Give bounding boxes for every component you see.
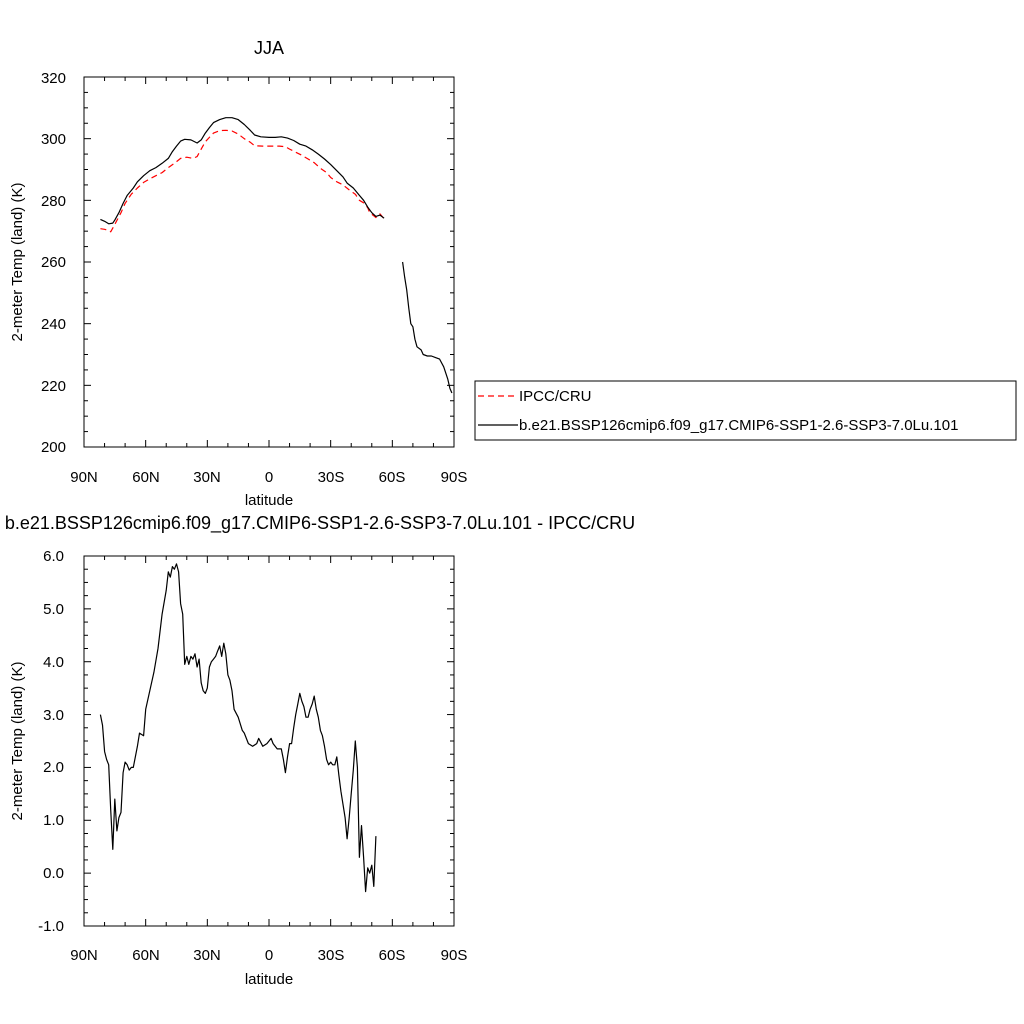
bottom-xtick-label: 30S (318, 947, 345, 964)
bottom-xtick-label: 90N (70, 947, 98, 964)
top-xtick-label: 60S (379, 469, 406, 486)
top-xtick-label: 90N (70, 469, 98, 486)
top-series-0-line-segment-0 (100, 129, 385, 233)
bottom-xtick-label: 0 (265, 947, 273, 964)
bottom-plot-lines (99, 563, 377, 893)
bottom-ytick-label: 3.0 (43, 707, 64, 724)
top-chart-title: JJA (254, 38, 284, 58)
top-ytick-label: 200 (41, 439, 66, 456)
top-ytick-label: 220 (41, 378, 66, 395)
legend: IPCC/CRU b.e21.BSSP126cmip6.f09_g17.CMIP… (474, 380, 1017, 441)
top-ytick-label: 320 (41, 70, 66, 87)
bottom-xtick-label: 90S (441, 947, 468, 964)
bottom-xtick-label: 60N (132, 947, 160, 964)
bottom-xtick-label: 30N (193, 947, 221, 964)
top-x-axis-label: latitude (245, 492, 293, 509)
bottom-ytick-label: 4.0 (43, 654, 64, 671)
top-xtick-label: 90S (441, 469, 468, 486)
bottom-ytick-label: 1.0 (43, 812, 64, 829)
top-axis-ticks (83, 76, 455, 448)
top-ytick-label: 240 (41, 316, 66, 333)
top-ytick-label: 260 (41, 254, 66, 271)
bottom-ytick-label: -1.0 (38, 918, 64, 935)
bottom-ytick-label: 0.0 (43, 865, 64, 882)
bottom-chart-title: b.e21.BSSP126cmip6.f09_g17.CMIP6-SSP1-2.… (5, 513, 635, 534)
top-xtick-label: 60N (132, 469, 160, 486)
top-ytick-label: 300 (41, 131, 66, 148)
top-xtick-label: 0 (265, 469, 273, 486)
top-y-axis-label: 2-meter Temp (land) (K) (9, 183, 26, 342)
bottom-panel: b.e21.BSSP126cmip6.f09_g17.CMIP6-SSP1-2.… (5, 513, 635, 988)
top-ytick-label: 280 (41, 193, 66, 210)
bottom-ytick-label: 2.0 (43, 759, 64, 776)
bottom-x-axis-label: latitude (245, 971, 293, 988)
top-plot-frame (83, 76, 455, 448)
top-xtick-label: 30S (318, 469, 345, 486)
top-series-1-line-segment-1 (402, 261, 453, 394)
bottom-ytick-label: 5.0 (43, 601, 64, 618)
top-xtick-label: 30N (193, 469, 221, 486)
bottom-axis-ticks (83, 555, 455, 927)
bottom-series-0-line-segment-0 (99, 563, 377, 893)
legend-label-ipcc-cru: IPCC/CRU (519, 388, 592, 405)
bottom-y-axis-label: 2-meter Temp (land) (K) (9, 662, 26, 821)
bottom-xtick-label: 60S (379, 947, 406, 964)
top-plot-lines (100, 117, 453, 394)
legend-label-model: b.e21.BSSP126cmip6.f09_g17.CMIP6-SSP1-2.… (519, 417, 958, 434)
legend-box (474, 380, 1017, 441)
bottom-ytick-label: 6.0 (43, 548, 64, 565)
top-series-1-line-segment-0 (100, 117, 385, 225)
top-panel: JJA 90N 60N 30N 0 30S 60S 90S 200 220 24… (9, 38, 467, 509)
